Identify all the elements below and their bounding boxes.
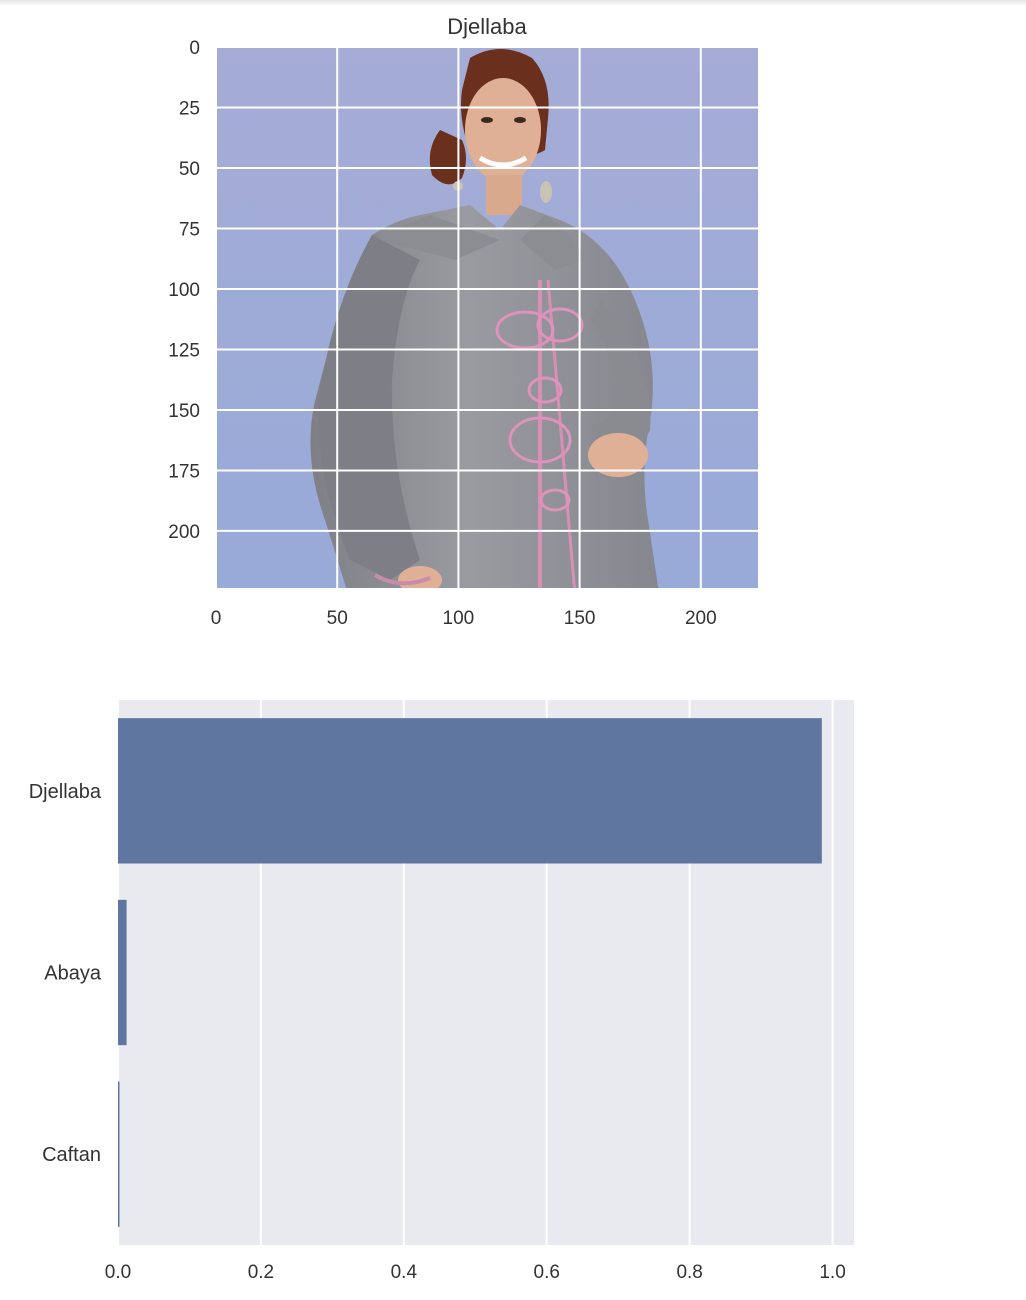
bar-category-label: Abaya [44, 963, 102, 985]
bar-x-tick-label: 0.0 [105, 1262, 131, 1283]
image-title: Djellaba [447, 14, 527, 39]
image-y-tick-label: 100 [168, 280, 200, 301]
image-x-tick-label: 100 [443, 608, 475, 629]
image-y-tick-label: 0 [189, 38, 200, 59]
bar-x-tick-label: 0.6 [534, 1262, 560, 1283]
bar-category-labels: Djellaba Abaya Caftan [29, 781, 102, 1166]
bar-djellaba [118, 718, 822, 864]
image-y-tick-label: 200 [168, 522, 200, 543]
image-y-tick-label: 75 [179, 219, 200, 240]
image-y-tick-label: 50 [179, 159, 200, 180]
image-x-tick-label: 0 [211, 608, 222, 629]
bar-x-tick-label: 1.0 [819, 1262, 845, 1283]
top-shadow [0, 0, 1026, 6]
image-x-ticks: 0 50 100 150 200 [211, 608, 717, 629]
image-y-tick-label: 25 [179, 98, 200, 119]
bar-x-tick-label: 0.2 [248, 1262, 274, 1283]
bars [118, 718, 822, 1227]
bar-category-label: Caftan [42, 1144, 101, 1166]
image-y-tick-label: 175 [168, 461, 200, 482]
bar-x-tick-label: 0.4 [391, 1262, 418, 1283]
bar-x-ticks: 0.0 0.2 0.4 0.6 0.8 1.0 [105, 1262, 846, 1283]
image-y-tick-label: 150 [168, 401, 200, 422]
image-x-tick-label: 50 [327, 608, 348, 629]
bar-abaya [118, 899, 127, 1046]
bar-x-tick-label: 0.8 [676, 1262, 702, 1283]
image-x-tick-label: 200 [685, 608, 717, 629]
bar-caftan [118, 1081, 120, 1227]
image-frame [215, 46, 760, 590]
image-y-ticks: 0 25 50 75 100 125 150 175 200 [168, 38, 200, 543]
bar-category-label: Djellaba [29, 781, 102, 803]
image-y-tick-label: 125 [168, 340, 200, 361]
image-axes-frame [215, 46, 760, 590]
photo [216, 47, 759, 589]
image-x-tick-label: 150 [564, 608, 596, 629]
